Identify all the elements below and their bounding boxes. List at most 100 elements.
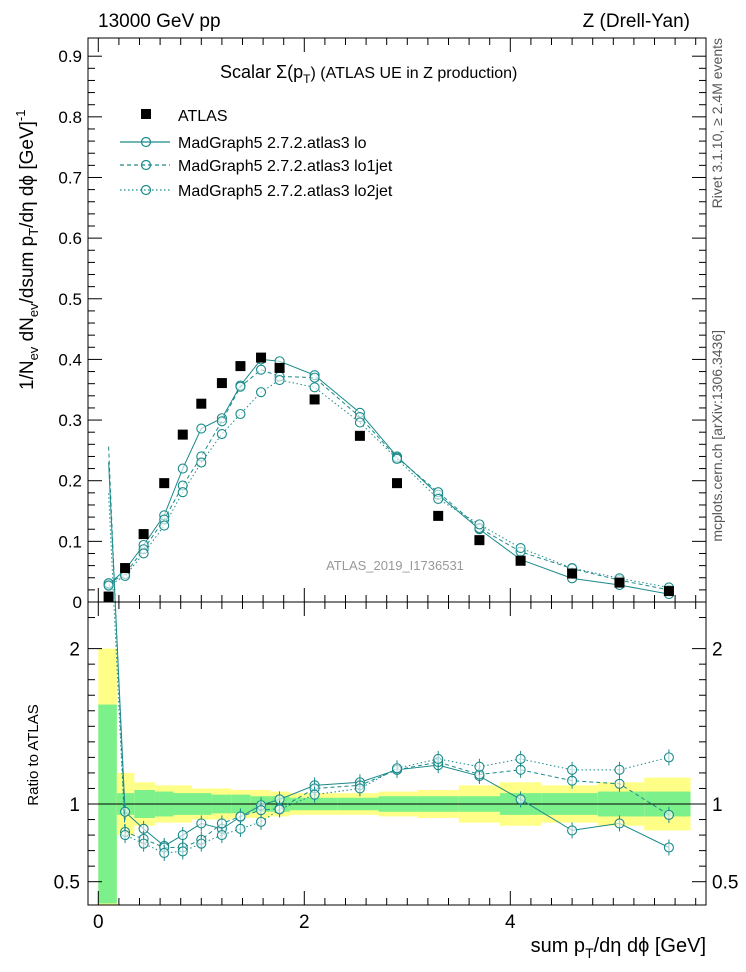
xlabel-part2: /dη dϕ [GeV] [594, 935, 706, 957]
main-series-point [196, 457, 207, 468]
main-y-tick-label: 0.1 [58, 532, 82, 551]
atlas-data-point [103, 591, 114, 602]
main-ticks: 0 0.1 0.2 0.3 0.4 0.5 0.6 0.7 0.8 0.9 [58, 38, 706, 612]
ratio-series-point [663, 809, 674, 820]
main-series-point [216, 416, 227, 427]
atlas-data-point [256, 352, 267, 363]
ylabel-part2: dN [17, 317, 38, 347]
main-y-tick-label: 0.6 [58, 229, 82, 248]
legend-label-lo1jet: MadGraph5 2.7.2.atlas3 lo1jet [178, 158, 393, 175]
ratio-y-tick-label-right: 2 [712, 640, 723, 661]
ratio-series-point [255, 805, 267, 816]
ratio-series-point [196, 818, 207, 829]
ylabel-part4: /dη dϕ [GeV] [17, 121, 38, 228]
ratio-curves [108, 446, 674, 861]
ratio-series-point [159, 847, 170, 858]
ratio-series-point [235, 811, 246, 822]
main-y-tick-label: 0.9 [58, 47, 82, 66]
ratio-series-point [433, 753, 444, 764]
ratio-y-axis-label: Ratio to ATLAS [25, 704, 42, 805]
atlas-data-point [392, 478, 402, 489]
atlas-data-point [274, 362, 285, 373]
ratio-series-point [567, 764, 578, 775]
main-series-point [274, 374, 285, 386]
legend-marker-lo2jet [140, 184, 152, 196]
ylabel-sup: -1 [13, 110, 28, 122]
ratio-series-point [614, 818, 625, 829]
main-series-point [255, 387, 267, 398]
atlas-data-point [663, 586, 674, 597]
atlas-data-point [120, 563, 131, 574]
main-series-line-dotted [108, 379, 670, 588]
main-series-point [309, 382, 320, 393]
atlas-data-point [138, 529, 149, 540]
mcplots-label: mcplots.cern.ch [arXiv:1306.3436] [709, 330, 725, 542]
ylabel-part3: /dsum p [17, 236, 38, 304]
main-panel: 0 0.1 0.2 0.3 0.4 0.5 0.6 0.7 0.8 0.9 [58, 37, 707, 612]
main-series-point [433, 493, 444, 504]
atlas-data-point [196, 398, 207, 409]
xlabel-sub1: T [585, 945, 594, 961]
ratio-series-point [663, 752, 674, 763]
main-series-point [159, 520, 170, 531]
plot-title-main: Scalar Σ(p [220, 62, 303, 82]
ratio-series-point [614, 778, 625, 789]
ratio-ticks: 0 2 4 0.5 0.5 1 1 2 2 [54, 602, 738, 933]
collision-label: 13000 GeV pp [98, 11, 221, 32]
plot-title: Scalar Σ(pT) (ATLAS UE in Z production) [220, 62, 517, 86]
legend-marker-atlas [141, 109, 151, 119]
main-series-point [235, 381, 246, 392]
ratio-y-tick-label-left: 2 [69, 640, 80, 661]
atlas-data-point [433, 510, 444, 521]
ylabel-sub2: ev [26, 303, 41, 317]
x-tick-label: 0 [93, 912, 104, 933]
atlas-data-point [614, 577, 625, 588]
ratio-series-point [663, 842, 674, 853]
main-y-axis-label: 1/Nev dNev/dsum pT/dη dϕ [GeV]-1 [13, 110, 41, 391]
ratio-series-point [515, 794, 526, 805]
ratio-y-tick-label-left: 1 [69, 795, 80, 816]
ylabel-part1: 1/N [17, 360, 38, 390]
atlas-data-point [177, 429, 188, 440]
atlas-data-point [474, 535, 485, 546]
ratio-y-tick-label-right: 0.5 [712, 873, 738, 894]
ratio-series-point [216, 818, 227, 829]
main-series-point [354, 417, 365, 428]
atlas-data-point [515, 555, 526, 566]
main-series-point [196, 423, 207, 434]
main-y-tick-label: 0.8 [58, 108, 82, 127]
ratio-series-point [177, 830, 188, 841]
main-series-point [391, 453, 403, 464]
xlabel-part1: sum p [531, 935, 585, 957]
plot-title-sub: T [303, 72, 311, 86]
legend-marker-lo1jet [140, 159, 152, 171]
atlas-data-point [216, 378, 227, 389]
main-series-point [235, 408, 246, 420]
atlas-data-point [354, 430, 365, 441]
legend-label-lo: MadGraph5 2.7.2.atlas3 lo [178, 135, 367, 152]
main-series-point [216, 428, 227, 440]
ylabel-sub1: ev [26, 346, 41, 360]
ratio-frame [87, 601, 707, 906]
main-series-point [255, 364, 267, 375]
x-tick-label: 4 [505, 912, 516, 933]
ratio-series-point [120, 806, 131, 817]
atlas-data-point [567, 568, 578, 579]
ratio-series-point [196, 838, 207, 849]
main-markers [103, 352, 674, 602]
main-series-point [515, 542, 526, 554]
ratio-series-point [309, 789, 320, 800]
ratio-series-point [138, 838, 149, 849]
atlas-data-point [235, 361, 246, 372]
main-y-tick-label: 0.2 [58, 472, 82, 491]
ratio-y-tick-label-right: 1 [712, 795, 723, 816]
main-series-point [177, 463, 188, 474]
ratio-series-point [274, 804, 285, 815]
ylabel-sub3: T [26, 228, 41, 236]
ratio-series-point [614, 764, 625, 775]
atlas-data-point [159, 478, 170, 489]
ratio-series-point [235, 823, 246, 834]
process-label: Z (Drell-Yan) [583, 11, 690, 32]
main-series-point [138, 548, 149, 559]
